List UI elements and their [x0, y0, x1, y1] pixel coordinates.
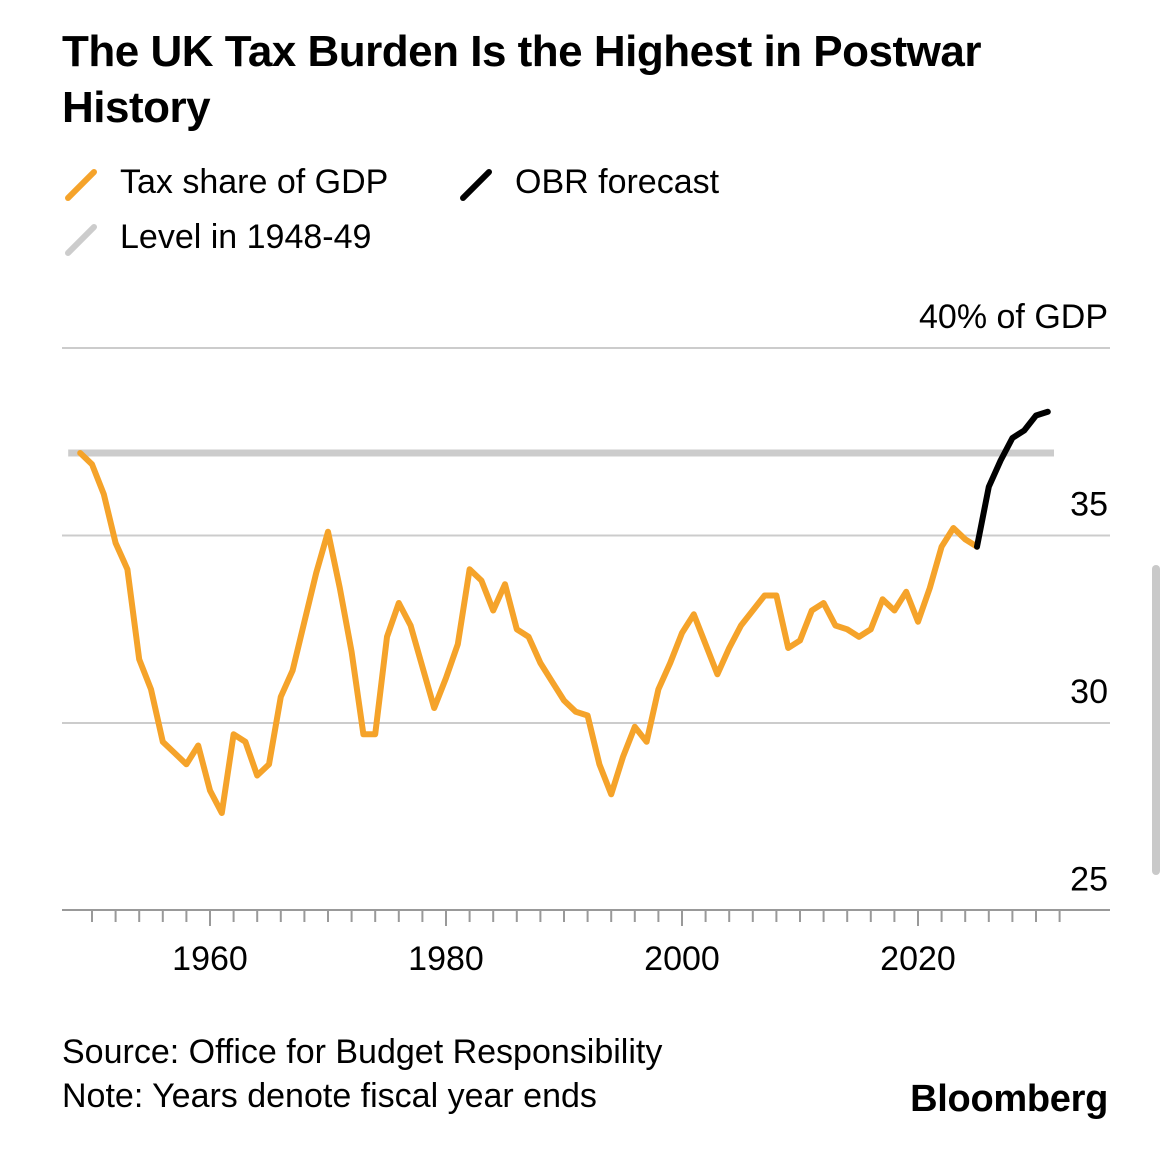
x-axis: [62, 909, 1110, 926]
line-chart: 1960 1980 2000 2020 40% of GDP 35 30 25: [62, 298, 1110, 978]
legend-swatch-orange-icon: [65, 169, 97, 201]
series-line-tax-share: [77, 450, 980, 816]
footnote: Note: Years denote fiscal year ends: [62, 1077, 597, 1115]
y-tick-label: 35: [1070, 486, 1108, 524]
legend-item-level-1948: Level in 1948-49: [62, 215, 371, 259]
legend-item-tax-share: Tax share of GDP: [62, 160, 388, 204]
legend-item-obr-forecast: OBR forecast: [457, 160, 719, 204]
legend-label-level-1948: Level in 1948-49: [120, 217, 372, 256]
legend-swatch-gray-icon: [65, 224, 97, 256]
source-note: Source: Office for Budget Responsibility: [62, 1033, 663, 1071]
legend-swatch-black-icon: [460, 169, 492, 201]
gridlines: [62, 347, 1110, 724]
series-layer: [77, 408, 1051, 816]
y-tick-label: 30: [1070, 673, 1108, 711]
legend-label-obr-forecast: OBR forecast: [515, 162, 720, 201]
chart-title: The UK Tax Burden Is the Highest in Post…: [62, 27, 981, 132]
legend-label-tax-share: Tax share of GDP: [120, 162, 389, 201]
x-tick-label: 2020: [880, 940, 956, 978]
bloomberg-logo: Bloomberg: [910, 1078, 1108, 1120]
x-tick-label: 2000: [644, 940, 720, 978]
y-axis-unit-label: 40% of GDP: [919, 298, 1108, 336]
scrollbar[interactable]: [1152, 565, 1160, 875]
axis-labels: 1960 1980 2000 2020 40% of GDP 35 30 25: [172, 298, 1108, 978]
y-tick-label: 25: [1070, 861, 1108, 899]
chart-footer: Source: Office for Budget Responsibility…: [62, 1030, 662, 1118]
x-tick-label: 1960: [172, 940, 248, 978]
x-tick-label: 1980: [408, 940, 484, 978]
series-line-obr-forecast: [974, 408, 1051, 550]
